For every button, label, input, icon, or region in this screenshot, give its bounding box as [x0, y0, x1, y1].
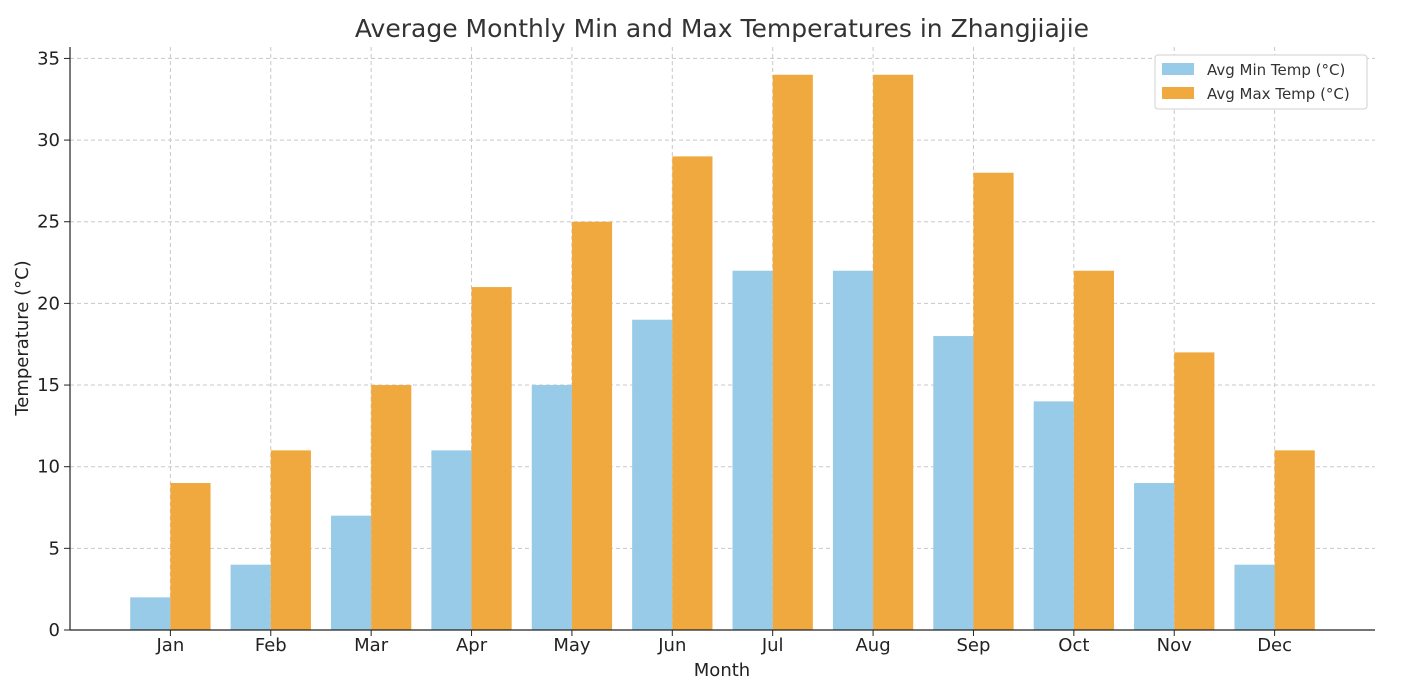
- max-temp-bar-dec: [1274, 450, 1315, 630]
- legend-label-max: Avg Max Temp (°C): [1207, 85, 1350, 103]
- legend-swatch-min: [1162, 63, 1194, 75]
- min-temp-bar-oct: [1033, 401, 1074, 630]
- legend-frame: [1154, 54, 1368, 110]
- legend-label-min: Avg Min Temp (°C): [1207, 61, 1345, 79]
- min-temp-bar-nov: [1134, 483, 1175, 630]
- max-temp-bar-mar: [371, 385, 412, 630]
- y-tick-label: 20: [37, 293, 60, 314]
- y-tick-label: 10: [37, 457, 60, 478]
- x-tick-label: May: [553, 635, 591, 656]
- min-temp-bar-feb: [230, 564, 271, 630]
- max-temp-bar-sep: [973, 172, 1014, 630]
- max-temp-bar-feb: [270, 450, 311, 630]
- x-tick-label: Nov: [1157, 635, 1192, 656]
- min-temp-bar-mar: [331, 515, 372, 630]
- x-tick-label: Oct: [1058, 635, 1089, 656]
- min-temp-bar-aug: [832, 270, 874, 630]
- x-tick-label: Apr: [456, 635, 488, 656]
- max-temp-bar-jul: [772, 74, 813, 630]
- min-temp-bar-jul: [732, 270, 773, 630]
- y-tick-label: 25: [37, 212, 60, 233]
- chart-title: Average Monthly Min and Max Temperatures…: [355, 14, 1089, 43]
- y-axis-label: Temperature (°C): [12, 260, 33, 416]
- max-temp-bar-apr: [471, 287, 512, 630]
- min-temp-bar-jun: [632, 319, 673, 630]
- min-temp-bar-dec: [1234, 564, 1275, 630]
- max-temp-bar-nov: [1174, 352, 1215, 630]
- y-tick-label: 0: [49, 620, 60, 641]
- min-temp-bar-jan: [130, 597, 171, 630]
- y-tick-label: 30: [37, 130, 60, 151]
- bar-series: [130, 74, 1315, 631]
- min-temp-bar-apr: [431, 450, 472, 630]
- x-tick-label: Aug: [855, 635, 890, 656]
- x-tick-label: Jun: [657, 635, 686, 656]
- y-tick-label: 35: [37, 48, 60, 69]
- x-axis-label: Month: [694, 660, 750, 681]
- min-temp-bar-sep: [933, 336, 974, 630]
- max-temp-bar-may: [571, 221, 613, 630]
- tick-labels: 0 5 10 15 20 25 30 35 Jan Feb Mar Apr May Jun Jul Aug Se…: [37, 48, 1292, 656]
- y-tick-label: 15: [37, 375, 60, 396]
- legend: Avg Min Temp (°C) Avg Max Temp (°C): [1154, 54, 1368, 110]
- x-tick-label: Sep: [956, 635, 990, 656]
- min-temp-bar-may: [531, 385, 572, 630]
- x-tick-label: Dec: [1257, 635, 1292, 656]
- axes: [64, 47, 1375, 636]
- legend-swatch-max: [1162, 87, 1194, 99]
- max-temp-bar-oct: [1073, 270, 1114, 630]
- x-tick-label: Feb: [255, 635, 287, 656]
- x-tick-label: Mar: [354, 635, 389, 656]
- y-tick-label: 5: [49, 538, 60, 559]
- max-temp-bar-jun: [672, 156, 713, 631]
- x-tick-label: Jan: [156, 635, 185, 656]
- max-temp-bar-jan: [170, 483, 211, 630]
- x-tick-label: Jul: [761, 635, 784, 656]
- max-temp-bar-aug: [873, 74, 914, 630]
